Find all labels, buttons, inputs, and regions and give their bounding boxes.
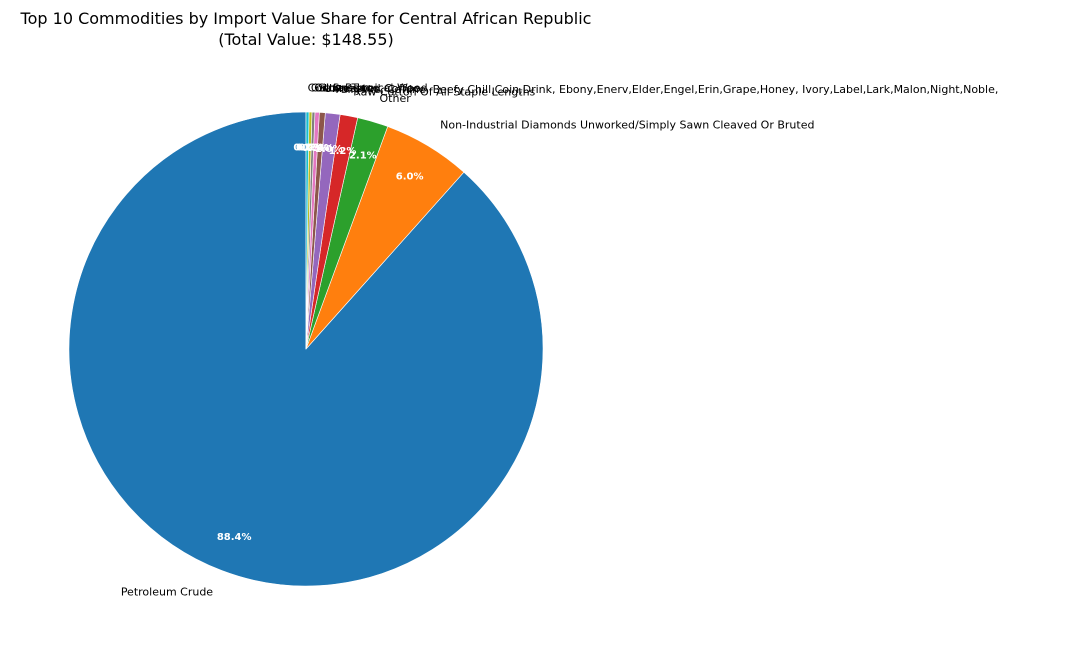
slice-percent-other: 2.1% (349, 151, 377, 162)
slice-labels: Petroleum Crude Non-Industrial Diamonds U… (121, 81, 999, 598)
slice-percent-petroleum-crude: 88.4% (217, 532, 252, 543)
slice-percent-raw-cotton-of-all-staple-lengths: 1.2% (329, 146, 357, 157)
slice-label-petroleum-crude: Petroleum Crude (121, 586, 213, 599)
slice-percent-gold: 0.2% (296, 143, 324, 154)
slice-percent-cocoa-beans: 0.2% (293, 143, 321, 154)
slice-label-cocoa-beans: Cocoa Beans (308, 81, 379, 94)
slice-percent-oil-seeds: 0.2% (298, 143, 326, 154)
chart-title: Top 10 Commodities by Import Value Share… (20, 9, 592, 28)
slice-label-unroasted-coffee: Unroasted Coffee (324, 82, 420, 95)
pie-slices (68, 111, 544, 587)
pie-slice-cocoa-beans (305, 111, 310, 350)
slice-percent-sawn-tropical-wood: 0.3% (302, 143, 330, 154)
slice-label-non-industrial-diamonds-unworked-simply-: Non-Industrial Diamonds Unworked/Simply … (440, 118, 814, 131)
slice-percent-non-industrial-diamonds-unworked-simply-: 6.0% (396, 171, 424, 182)
slice-label-oil-seeds: Oil Seeds (314, 81, 366, 94)
slice-label-fairylike-canine-beefy-chill-coin-drink-: Fairylike, Canine, Beefy,Chill,Coin,Drin… (335, 83, 998, 96)
slice-label-other: Other (380, 92, 412, 105)
slice-label-gold: Gold (311, 81, 336, 94)
chart-subtitle: (Total Value: $148.55) (218, 30, 394, 49)
slice-label-sawn-tropical-wood: Sawn Tropical Wood (318, 82, 427, 95)
slice-label-raw-cotton-of-all-staple-lengths: Raw Cotton Of All Staple Lengths (353, 86, 535, 99)
percent-labels: 88.4%6.0%2.1%1.2%1.0%0.4%0.3%0.2%0.2%0.2… (217, 143, 424, 544)
slice-percent-unroasted-coffee: 0.4% (306, 143, 334, 154)
slice-percent-fairylike-canine-beefy-chill-coin-drink-: 1.0% (315, 144, 343, 155)
